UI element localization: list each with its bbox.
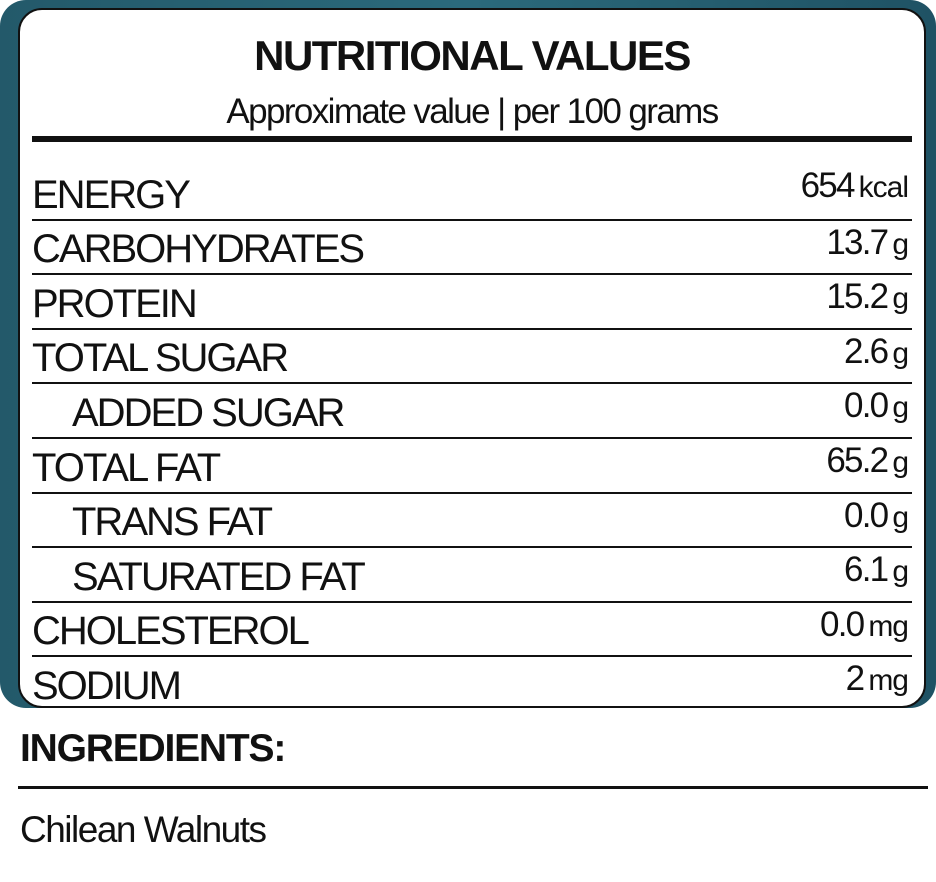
header-divider bbox=[32, 136, 912, 142]
nutrient-amount: 654 bbox=[800, 166, 856, 205]
nutrient-value: 0.0 mg bbox=[820, 604, 909, 647]
nutrient-row: ENERGY 654 kcal bbox=[32, 164, 912, 219]
nutrient-value: 0.0 g bbox=[844, 495, 909, 538]
nutrient-row: TRANS FAT 0.0 g bbox=[32, 491, 912, 547]
nutrient-unit: mg bbox=[868, 609, 909, 643]
nutrient-row: TOTAL SUGAR 2.6 g bbox=[32, 327, 912, 383]
nutrient-amount: 13.7 bbox=[826, 222, 889, 262]
nutrient-name: CHOLESTEROL bbox=[32, 609, 310, 654]
nutrition-panel: NUTRITIONAL VALUES Approximate value | p… bbox=[18, 8, 926, 708]
nutrient-unit: g bbox=[892, 555, 909, 589]
nutrient-value: 0.0 g bbox=[844, 386, 909, 428]
nutrient-row: TOTAL FAT 65.2 g bbox=[32, 436, 912, 492]
nutrient-unit: g bbox=[892, 445, 909, 479]
nutrient-amount: 15.2 bbox=[826, 277, 889, 317]
nutrient-row: SODIUM 2 mg bbox=[32, 655, 912, 708]
ingredients-text: Chilean Walnuts bbox=[20, 809, 267, 850]
nutrient-name: PROTEIN bbox=[32, 281, 198, 326]
nutrient-unit: g bbox=[892, 391, 909, 425]
nutrient-row: SATURATED FAT 6.1 g bbox=[32, 546, 912, 601]
nutrient-amount: 6.1 bbox=[844, 550, 889, 590]
nutrient-name: TOTAL SUGAR bbox=[32, 336, 289, 381]
nutrient-value: 2 mg bbox=[845, 659, 909, 701]
nutrient-value: 6.1 g bbox=[844, 550, 909, 592]
nutrient-value: 13.7 g bbox=[826, 222, 909, 265]
nutrient-amount: 2.6 bbox=[844, 331, 889, 371]
nutrient-name: SODIUM bbox=[32, 663, 182, 708]
nutrient-name: TRANS FAT bbox=[72, 500, 273, 545]
nutrient-unit: g bbox=[892, 500, 909, 534]
nutrition-subtitle: Approximate value | per 100 grams bbox=[226, 92, 719, 131]
nutrient-unit: kcal bbox=[858, 171, 909, 204]
nutrient-value: 2.6 g bbox=[844, 331, 909, 374]
nutrient-name: ENERGY bbox=[32, 172, 191, 217]
nutrient-name: ADDED SUGAR bbox=[72, 390, 345, 435]
nutrient-value: 654 kcal bbox=[800, 166, 909, 208]
nutrient-row: ADDED SUGAR 0.0 g bbox=[32, 382, 912, 437]
nutrient-name: SATURATED FAT bbox=[72, 554, 366, 599]
nutrient-row: CHOLESTEROL 0.0 mg bbox=[32, 600, 912, 656]
nutrient-name: CARBOHYDRATES bbox=[32, 227, 365, 272]
nutrient-amount: 0.0 bbox=[820, 604, 865, 644]
nutrient-name: TOTAL FAT bbox=[32, 445, 221, 490]
nutrient-amount: 65.2 bbox=[826, 440, 889, 480]
ingredients-heading: INGREDIENTS: bbox=[20, 727, 286, 770]
nutrient-unit: mg bbox=[868, 664, 909, 698]
nutrient-amount: 0.0 bbox=[844, 495, 889, 535]
nutrient-unit: g bbox=[892, 227, 909, 261]
ingredients-divider bbox=[18, 786, 928, 789]
nutrient-table: ENERGY 654 kcal CARBOHYDRATES 13.7 g PROTEIN 15… bbox=[32, 164, 912, 708]
nutrient-row: CARBOHYDRATES 13.7 g bbox=[32, 218, 912, 274]
nutrient-amount: 0.0 bbox=[844, 386, 889, 426]
nutrient-row: PROTEIN 15.2 g bbox=[32, 273, 912, 328]
nutrient-unit: g bbox=[892, 336, 909, 370]
nutrient-unit: g bbox=[892, 282, 909, 316]
nutrient-value: 15.2 g bbox=[826, 277, 909, 319]
nutrition-title: NUTRITIONAL VALUES bbox=[254, 32, 691, 79]
nutrient-value: 65.2 g bbox=[826, 440, 909, 483]
nutrient-amount: 2 bbox=[845, 659, 865, 699]
